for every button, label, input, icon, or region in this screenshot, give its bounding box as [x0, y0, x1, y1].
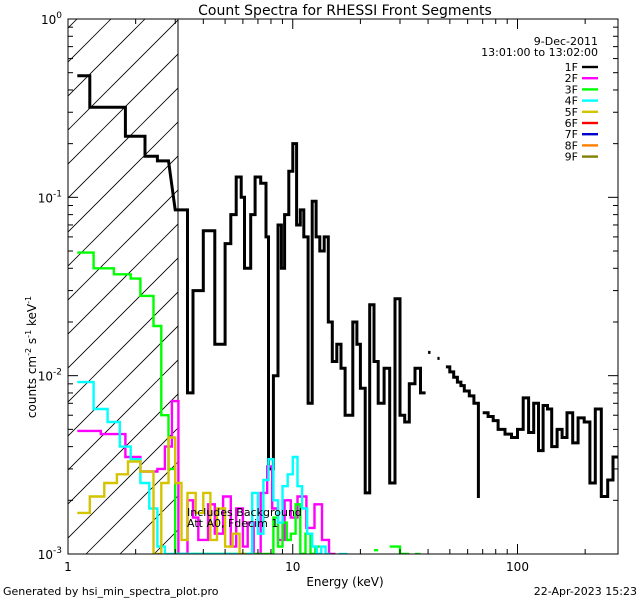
legend-label: 5F — [565, 106, 578, 119]
hatch-line — [0, 19, 43, 554]
x-tick-label: 1 — [64, 560, 72, 574]
legend-label: 6F — [565, 117, 578, 130]
hatch-line — [68, 223, 178, 335]
y-axis-label: counts cm-2 s-1 keV-1 — [24, 296, 39, 418]
date-label: 9-Dec-2011 — [534, 35, 598, 48]
hatch-line — [68, 53, 178, 165]
hatch-line — [68, 19, 78, 29]
series-4F-line — [77, 380, 330, 554]
annotation-background: Includes Background — [187, 506, 302, 519]
series-2F-line — [77, 399, 336, 554]
legend-label: 8F — [565, 139, 578, 152]
footer-generated-by: Generated by hsi_min_spectra_plot.pro — [3, 585, 219, 598]
x-tick-label: 100 — [506, 560, 529, 574]
hatch-line — [68, 87, 178, 199]
hatched-region — [0, 19, 178, 554]
y-tick-label: 10-3 — [38, 546, 62, 562]
plot-frame — [67, 18, 619, 555]
footer-timestamp: 22-Apr-2023 15:23 — [534, 585, 637, 598]
x-tick-labels: 1 10 100 — [64, 560, 529, 574]
axis-ticks — [67, 18, 618, 555]
series-3F-line — [77, 251, 320, 554]
legend-label: 9F — [565, 151, 578, 164]
y-tick-label: 100 — [41, 11, 62, 27]
series-layer — [77, 74, 618, 554]
hatch-line — [119, 495, 178, 554]
hatch-line — [68, 325, 178, 437]
series-1F-line — [77, 74, 426, 495]
hatch-line — [68, 359, 178, 471]
annotation-attenuator: Att A0, Fdecim 1 — [187, 517, 278, 530]
legend-label: 7F — [565, 128, 578, 141]
hatch-line — [68, 189, 178, 301]
legend-label: 4F — [565, 95, 578, 108]
y-tick-label: 10-2 — [38, 368, 62, 384]
series-5F-line — [77, 436, 247, 554]
legend-label: 1F — [565, 61, 578, 74]
x-tick-label: 10 — [285, 560, 300, 574]
hatch-line — [68, 257, 178, 369]
y-tick-label: 10-1 — [38, 189, 62, 205]
chart-title: Count Spectra for RHESSI Front Segments — [198, 3, 492, 19]
y-tick-labels: 10-3 10-2 10-1 100 — [38, 11, 63, 562]
legend-label: 2F — [565, 72, 578, 85]
hatch-line — [68, 19, 112, 63]
legend-label: 3F — [565, 83, 578, 96]
hatch-line — [68, 393, 178, 505]
series-1F-line — [482, 396, 618, 498]
time-range-label: 13:01:00 to 13:02:00 — [481, 46, 598, 59]
x-axis-label: Energy (keV) — [306, 575, 383, 589]
series-1F-line — [445, 365, 480, 498]
